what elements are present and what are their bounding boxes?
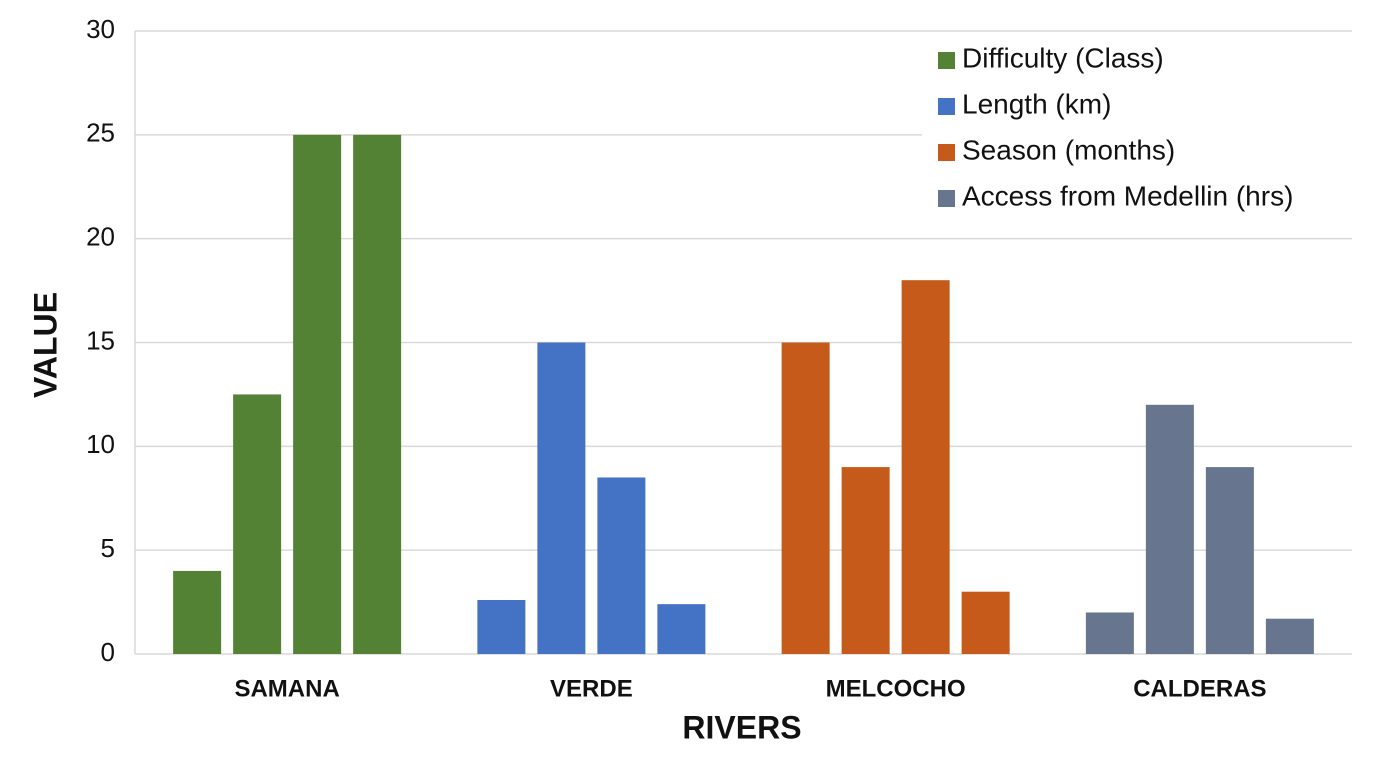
legend-box	[922, 32, 1352, 222]
y-tick-label: 20	[86, 222, 115, 252]
bar	[597, 477, 646, 654]
bar	[841, 467, 890, 654]
bar	[1085, 612, 1134, 654]
bar	[1205, 467, 1254, 654]
x-tick-label: CALDERAS	[1133, 675, 1266, 702]
bar	[901, 280, 950, 654]
legend-swatch	[938, 98, 955, 115]
bar	[781, 342, 830, 654]
legend-label: Access from Medellin (hrs)	[962, 180, 1293, 211]
x-tick-label: VERDE	[550, 675, 633, 702]
legend-label: Season (months)	[962, 134, 1175, 165]
bar	[353, 134, 402, 655]
x-tick-label: SAMANA	[234, 675, 339, 702]
bar	[173, 570, 222, 654]
bar	[293, 134, 342, 655]
y-tick-label: 10	[86, 429, 115, 459]
bar	[657, 604, 706, 654]
x-tick-label: MELCOCHO	[826, 675, 966, 702]
y-tick-label: 5	[101, 533, 115, 563]
bar	[961, 591, 1010, 654]
legend-swatch	[938, 52, 955, 69]
y-axis-title: VALUE	[27, 292, 63, 398]
bar	[233, 394, 282, 654]
y-tick-label: 15	[86, 325, 115, 355]
bar	[537, 342, 586, 654]
x-axis-title: RIVERS	[682, 709, 801, 745]
bar	[1265, 618, 1314, 654]
y-tick-label: 0	[101, 637, 115, 667]
legend-label: Difficulty (Class)	[962, 42, 1164, 73]
legend-swatch	[938, 190, 955, 207]
y-tick-label: 25	[86, 118, 115, 148]
legend-swatch	[938, 144, 955, 161]
legend-label: Length (km)	[962, 88, 1111, 119]
bar	[477, 600, 526, 654]
y-tick-label: 30	[86, 14, 115, 44]
bar	[1145, 404, 1194, 654]
